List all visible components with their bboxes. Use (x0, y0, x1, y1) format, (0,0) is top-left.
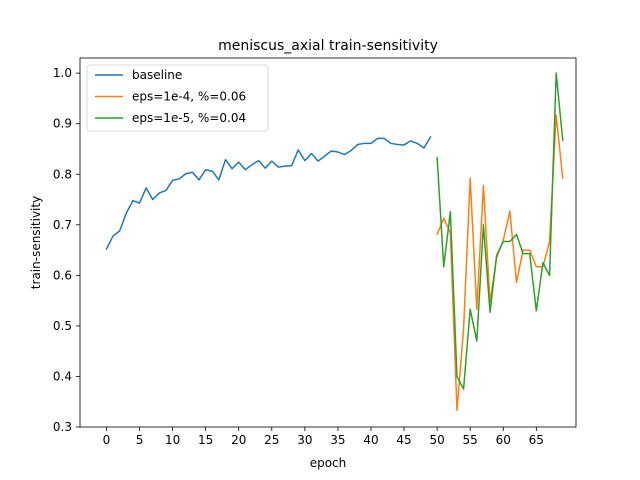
legend-label-2: eps=1e-5, %=0.04 (132, 111, 246, 125)
x-tick-label: 30 (297, 433, 312, 447)
x-tick-label: 40 (363, 433, 378, 447)
x-tick-label: 60 (496, 433, 511, 447)
y-tick-label: 1.0 (53, 66, 72, 80)
plot-area (79, 57, 577, 428)
x-tick-label: 5 (136, 433, 144, 447)
y-tick-label: 0.7 (53, 218, 72, 232)
chart-title: meniscus_axial train-sensitivity (218, 38, 438, 54)
x-tick-label: 15 (198, 433, 213, 447)
x-axis: 0 5 10 15 20 25 30 35 40 45 50 55 60 65 (103, 427, 544, 447)
legend: baseline eps=1e-4, %=0.06 eps=1e-5, %=0.04 (86, 64, 269, 132)
x-tick-label: 50 (429, 433, 444, 447)
x-tick-label: 0 (103, 433, 111, 447)
x-axis-label: epoch (310, 456, 347, 470)
x-tick-label: 20 (231, 433, 246, 447)
x-tick-label: 45 (396, 433, 411, 447)
x-tick-label: 25 (264, 433, 279, 447)
y-tick-label: 0.4 (53, 369, 72, 383)
series-line-2 (436, 72, 564, 390)
plot-frame (79, 57, 577, 428)
series-line-0 (105, 136, 432, 250)
y-axis-label: train-sensitivity (29, 196, 43, 289)
y-tick-label: 0.3 (53, 420, 72, 434)
x-tick-label: 55 (463, 433, 478, 447)
y-axis: 0.3 0.4 0.5 0.6 0.7 0.8 0.9 1.0 (53, 66, 80, 434)
y-tick-label: 0.9 (53, 117, 72, 131)
x-tick-label: 65 (529, 433, 544, 447)
x-tick-label: 35 (330, 433, 345, 447)
x-tick-label: 10 (165, 433, 180, 447)
y-tick-label: 0.6 (53, 268, 72, 282)
y-tick-label: 0.8 (53, 167, 72, 181)
legend-label-1: eps=1e-4, %=0.06 (132, 90, 246, 104)
y-tick-label: 0.5 (53, 319, 72, 333)
legend-box (86, 64, 269, 132)
legend-label-0: baseline (132, 68, 182, 82)
series-layer (105, 72, 564, 412)
